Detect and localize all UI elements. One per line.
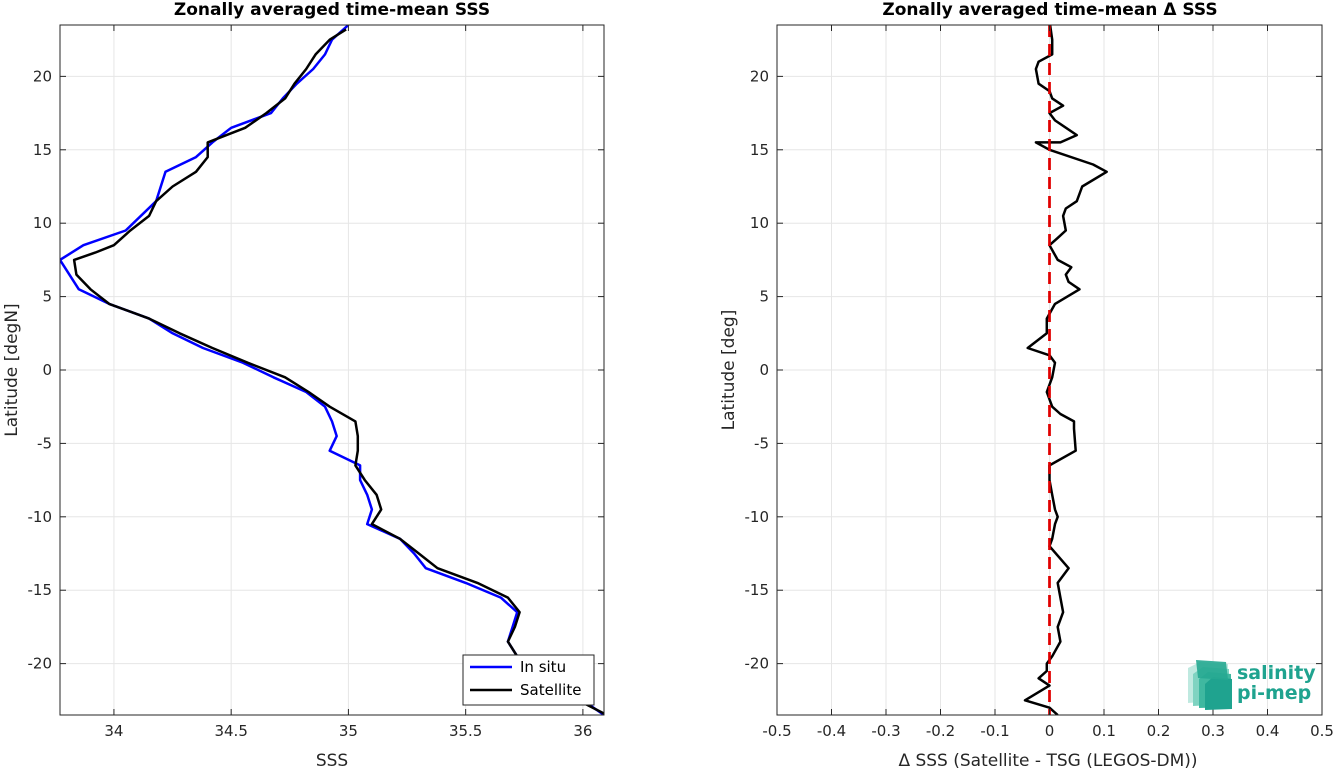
sss-y-tick-label: -15: [28, 581, 53, 599]
sss-series-satellite: [72, 28, 604, 715]
sss-y-tick-label: 5: [42, 288, 52, 306]
sss-y-tick-label: 20: [33, 67, 52, 85]
sss-x-tick-label: 35.5: [449, 722, 482, 740]
logo-text-line2: pi-mep: [1237, 682, 1311, 704]
delta-sss-x-tick-label: -0.3: [871, 722, 900, 740]
sss-y-axis-label: Latitude [degN]: [2, 303, 22, 436]
delta-sss-x-tick-label: 0.1: [1092, 722, 1116, 740]
sss-y-tick-label: 0: [42, 361, 52, 379]
sss-x-tick-label: 34: [104, 722, 123, 740]
delta-sss-y-tick-label: 5: [759, 288, 769, 306]
delta-sss-x-tick-label: -0.2: [926, 722, 955, 740]
delta-sss-chart-title: Zonally averaged time-mean Δ SSS: [882, 0, 1217, 20]
sss-y-tick-label: -20: [28, 655, 53, 673]
delta-sss-y-tick-label: -10: [745, 508, 770, 526]
sss-y-tick-label: -5: [37, 434, 52, 452]
delta-sss-y-tick-label: 20: [750, 67, 769, 85]
delta-sss-x-tick-label: -0.4: [817, 722, 846, 740]
delta-sss-x-tick-label: -0.5: [762, 722, 791, 740]
delta-sss-x-axis-label: Δ SSS (Satellite - TSG (LEGOS-DM)): [898, 751, 1197, 769]
sss-x-tick-label: 36: [573, 722, 592, 740]
sss-legend: In situ Satellite: [462, 654, 595, 706]
sss-x-tick-label: 35: [339, 722, 358, 740]
legend-label-in-situ: In situ: [520, 658, 566, 676]
delta-sss-y-axis-label: Latitude [deg]: [719, 310, 739, 431]
salinity-pi-mep-logo: salinity pi-mep: [1188, 660, 1316, 710]
logo-mark-icon: [1188, 660, 1232, 710]
sss-panel: Zonally averaged time-mean SSS 34 34.5 35 3…: [2, 0, 605, 769]
sss-series-in-situ: [60, 25, 604, 715]
sss-ticks: 34 34.5 35 35.5 36 20 15 10 5 0 -5 -10 -15 -20: [28, 25, 604, 740]
delta-sss-y-tick-label: 0: [759, 361, 769, 379]
sss-lines: [60, 25, 604, 715]
sss-chart-title: Zonally averaged time-mean SSS: [174, 0, 490, 20]
delta-sss-series-delta: [1023, 25, 1108, 715]
delta-sss-lines: [1023, 25, 1108, 715]
delta-sss-y-tick-label: -15: [745, 581, 770, 599]
delta-sss-y-tick-label: 10: [750, 214, 769, 232]
delta-sss-x-tick-label: 0.3: [1201, 722, 1225, 740]
sss-y-tick-label: -10: [28, 508, 53, 526]
sss-y-tick-label: 15: [33, 141, 52, 159]
delta-sss-y-tick-label: -5: [754, 434, 769, 452]
legend-box: [462, 654, 595, 706]
delta-sss-x-tick-label: -0.1: [980, 722, 1009, 740]
delta-sss-x-tick-label: 0.5: [1310, 722, 1334, 740]
sss-x-tick-label: 34.5: [214, 722, 247, 740]
delta-sss-x-tick-label: 0: [1045, 722, 1055, 740]
delta-sss-x-tick-label: 0.2: [1147, 722, 1171, 740]
delta-sss-panel: Zonally averaged time-mean Δ SSS -0.5 -0.…: [719, 0, 1334, 769]
delta-sss-y-tick-label: 15: [750, 141, 769, 159]
sss-y-tick-label: 10: [33, 214, 52, 232]
delta-sss-x-tick-label: 0.4: [1256, 722, 1280, 740]
delta-sss-ticks: -0.5 -0.4 -0.3 -0.2 -0.1 0 0.1 0.2 0.3 0.4 0.5 20 15…: [745, 25, 1334, 740]
legend-label-satellite: Satellite: [520, 681, 581, 699]
delta-sss-y-tick-label: -20: [745, 655, 770, 673]
sss-x-axis-label: SSS: [316, 751, 348, 769]
logo-text-line1: salinity: [1237, 662, 1316, 684]
